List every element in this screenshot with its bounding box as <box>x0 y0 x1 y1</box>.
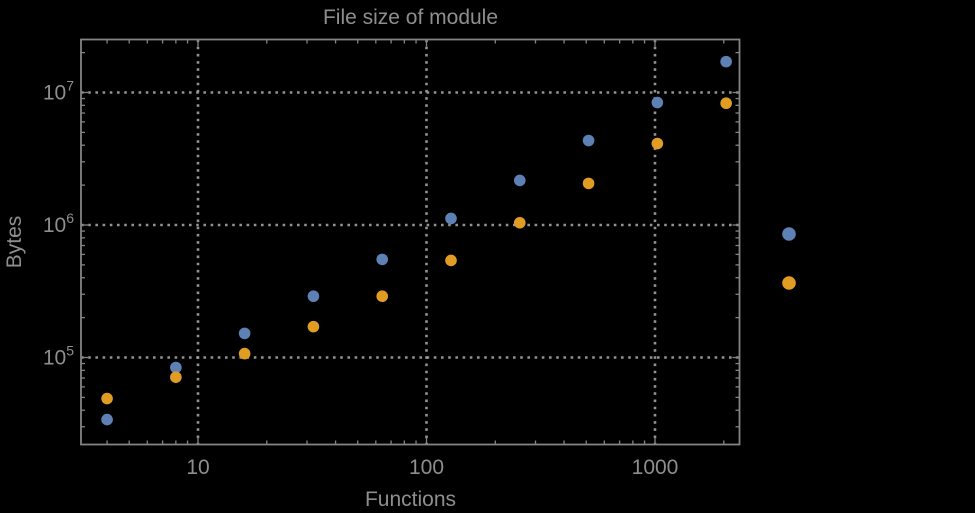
x-tick-label: 1000 <box>632 456 679 479</box>
data-point-series-orange <box>376 290 389 303</box>
data-point-series-orange <box>513 216 526 229</box>
data-point-series-blue <box>445 212 457 225</box>
data-point-series-blue <box>170 361 182 374</box>
data-point-series-orange <box>101 392 113 405</box>
y-axis-label: Bytes <box>3 215 26 269</box>
data-point-series-orange <box>445 254 457 267</box>
ticks-layer <box>81 39 740 445</box>
data-point-series-blue <box>582 134 595 147</box>
data-point-series-blue <box>307 290 320 303</box>
y-tick-label: 106 <box>43 210 74 237</box>
data-point-series-orange <box>651 137 664 150</box>
tick-labels-layer: 10 100 1000 105 106 107 <box>43 78 679 480</box>
data-point-series-orange <box>238 347 251 360</box>
chart-title: File size of module <box>322 6 499 29</box>
x-tick-label: 10 <box>186 456 209 479</box>
data-point-series-blue <box>651 96 664 109</box>
legend-marker-series-orange <box>782 276 796 290</box>
plot-frame <box>80 38 741 446</box>
data-point-series-blue <box>720 55 732 68</box>
data-point-series-blue <box>513 174 526 187</box>
legend-marker-series-blue <box>782 227 796 241</box>
data-point-series-orange <box>170 371 182 384</box>
data-point-series-orange <box>582 177 595 190</box>
data-point-series-blue <box>238 327 251 340</box>
legend-layer <box>782 227 796 290</box>
x-tick-label: 100 <box>409 456 444 479</box>
data-point-series-blue <box>101 413 113 426</box>
plot-frame-layer <box>80 38 741 446</box>
gridlines-layer <box>81 39 740 445</box>
y-tick-label: 105 <box>43 343 74 370</box>
y-tick-label: 107 <box>43 78 74 105</box>
data-point-series-blue <box>376 253 389 266</box>
data-point-series-orange <box>307 320 320 333</box>
x-axis-label: Functions <box>364 488 457 511</box>
data-points-layer <box>101 55 732 426</box>
data-point-series-orange <box>720 97 732 110</box>
